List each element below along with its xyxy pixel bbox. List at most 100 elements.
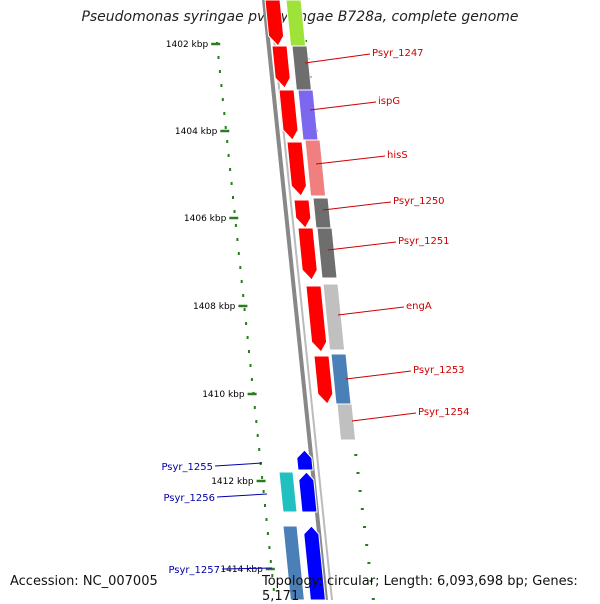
gene-label-leader bbox=[221, 567, 273, 570]
cog-block bbox=[316, 227, 338, 279]
ruler-dot bbox=[223, 112, 226, 115]
ruler-dot bbox=[217, 56, 220, 59]
gene-label-leader bbox=[351, 412, 417, 422]
gene-label-forward[interactable]: hisS bbox=[387, 150, 408, 161]
outer-track-dot bbox=[365, 544, 369, 546]
ruler-dot bbox=[224, 126, 227, 129]
gene-label-reverse[interactable]: Psyr_1255 bbox=[161, 462, 213, 473]
gene-label-forward[interactable]: Psyr_1251 bbox=[398, 236, 450, 247]
ruler-track: 1402 kbp 1404 kbp 1406 kbp 1408 kbp 1410 kbp… bbox=[166, 40, 375, 600]
ruler-label: 1414 kbp bbox=[220, 565, 263, 575]
gene-label-leader bbox=[309, 101, 377, 111]
ruler-label: 1406 kbp bbox=[184, 214, 227, 224]
ruler-dot bbox=[261, 476, 264, 479]
cog-block bbox=[291, 45, 312, 91]
gene-label-forward[interactable]: Psyr_1247 bbox=[372, 48, 424, 59]
gene-label-leader bbox=[327, 241, 397, 251]
gene-labels: Psyr_1247 ispG hisS Psyr_1250 Psyr_1251 engA P… bbox=[161, 48, 469, 576]
outer-track-dot bbox=[363, 526, 366, 528]
cog-block bbox=[322, 283, 346, 351]
ruler-label: 1410 kbp bbox=[202, 390, 245, 400]
ruler-dot bbox=[229, 168, 232, 171]
ruler-dot bbox=[233, 210, 236, 213]
gene-arrow-forward[interactable] bbox=[313, 355, 334, 405]
ruler-dot bbox=[272, 588, 275, 591]
gene-label-forward[interactable]: Psyr_1254 bbox=[418, 407, 470, 418]
ruler-dot bbox=[236, 238, 239, 241]
ruler-dot bbox=[226, 140, 229, 143]
gene-arrow-reverse[interactable] bbox=[303, 525, 326, 600]
ruler-dot bbox=[230, 182, 233, 185]
ruler-label: 1404 kbp bbox=[175, 127, 218, 137]
gene-arrow-forward[interactable] bbox=[286, 141, 307, 197]
gene-arrow-forward[interactable] bbox=[297, 227, 318, 281]
ruler-dot bbox=[262, 490, 265, 493]
gene-label-forward[interactable]: Psyr_1250 bbox=[393, 196, 445, 207]
gene-label-forward[interactable]: Psyr_1253 bbox=[413, 365, 465, 376]
outer-track-dot bbox=[371, 598, 375, 600]
gene-arrow-forward[interactable] bbox=[293, 199, 312, 229]
gene-label-leader bbox=[337, 306, 405, 316]
gene-arrow-forward[interactable] bbox=[271, 45, 291, 89]
gene-arrow-reverse[interactable] bbox=[296, 449, 314, 471]
ruler-dot bbox=[239, 266, 242, 269]
gene-label-leader bbox=[322, 201, 392, 211]
ruler-dot bbox=[227, 154, 230, 157]
gene-label-forward[interactable]: engA bbox=[406, 301, 432, 312]
ruler-dot bbox=[264, 504, 266, 507]
cog-block bbox=[336, 403, 357, 441]
ruler-dot bbox=[271, 574, 274, 577]
ruler-dot bbox=[256, 434, 259, 437]
ruler-label: 1408 kbp bbox=[193, 302, 236, 312]
gene-track bbox=[264, 0, 357, 600]
outer-track-dot bbox=[369, 580, 373, 582]
outer-track-dot bbox=[354, 454, 358, 456]
gene-arrow-reverse[interactable] bbox=[298, 471, 318, 513]
ruler-dot bbox=[240, 280, 243, 283]
outer-track-dot bbox=[358, 490, 362, 492]
ruler-dot bbox=[255, 420, 258, 423]
gene-arrow-forward[interactable] bbox=[305, 285, 328, 353]
ruler-dot bbox=[234, 224, 237, 227]
ruler-dot bbox=[221, 98, 224, 101]
cog-block bbox=[312, 197, 332, 229]
accession-text: Accession: NC_007005 bbox=[10, 574, 158, 589]
gene-label-leader bbox=[216, 493, 268, 498]
cog-block bbox=[297, 89, 319, 141]
gene-label-leader bbox=[345, 370, 412, 380]
gene-label-leader bbox=[315, 155, 386, 165]
ruler-dot bbox=[242, 294, 245, 297]
gene-label-reverse[interactable]: Psyr_1257 bbox=[168, 565, 220, 576]
ruler-dot bbox=[269, 560, 272, 563]
gene-arrow-forward[interactable] bbox=[264, 0, 285, 47]
ruler-dot bbox=[218, 70, 221, 73]
gene-arrow-forward[interactable] bbox=[278, 89, 299, 141]
ruler-dot bbox=[250, 378, 253, 381]
cog-block bbox=[304, 139, 327, 197]
ruler-label: 1412 kbp bbox=[211, 477, 254, 487]
outer-track-dot bbox=[360, 508, 364, 510]
ruler-dot bbox=[248, 350, 250, 353]
ruler-dot bbox=[266, 532, 269, 535]
ruler-dot bbox=[258, 448, 261, 451]
ruler-dot bbox=[232, 196, 234, 199]
ruler-dot bbox=[265, 518, 268, 521]
outer-track-dot bbox=[367, 562, 371, 564]
cog-block bbox=[278, 471, 298, 513]
ruler-dot bbox=[253, 406, 256, 409]
ruler-dot bbox=[246, 336, 249, 339]
ruler-dot bbox=[268, 546, 271, 549]
ruler-dot bbox=[243, 308, 246, 311]
cog-block bbox=[285, 0, 307, 47]
ruler-dot bbox=[237, 252, 240, 255]
ruler-dot bbox=[245, 322, 248, 325]
gene-label-forward[interactable]: ispG bbox=[378, 96, 400, 107]
ruler-label: 1402 kbp bbox=[166, 40, 209, 50]
gene-label-reverse[interactable]: Psyr_1256 bbox=[163, 493, 215, 504]
gene-label-leader bbox=[304, 53, 371, 64]
cog-block bbox=[282, 525, 305, 600]
ruler-dot bbox=[220, 84, 223, 87]
outer-track-dot bbox=[356, 472, 360, 474]
ruler-dot bbox=[249, 364, 252, 367]
